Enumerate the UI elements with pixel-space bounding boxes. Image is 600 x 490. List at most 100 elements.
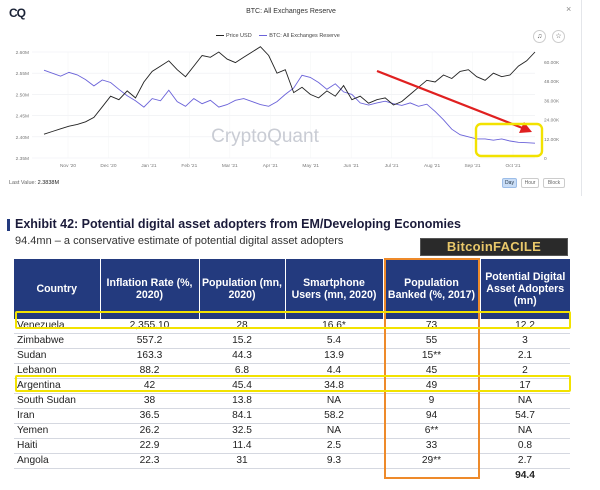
cell-country: Yemen xyxy=(14,423,100,440)
cell-country: Argentina xyxy=(14,378,100,395)
adopters-table: Country Inflation Rate (%, 2020) Populat… xyxy=(14,259,570,483)
cell-adopters: NA xyxy=(480,393,570,410)
cell-adopters: 54.7 xyxy=(480,408,570,425)
cell-empty xyxy=(285,469,383,484)
legend-item-price[interactable]: Price USD xyxy=(226,33,252,39)
cell-adopters: 2.7 xyxy=(480,453,570,470)
cell-smartphone: 5.4 xyxy=(285,333,383,350)
cell-inflation: 88.2 xyxy=(100,363,199,380)
legend-item-reserve[interactable]: BTC: All Exchanges Reserve xyxy=(269,33,340,39)
col-header-population: Population (mn, 2020) xyxy=(198,259,285,319)
series-line-reserve xyxy=(43,69,536,144)
cell-inflation: 22.3 xyxy=(100,453,199,470)
cell-empty xyxy=(14,469,100,484)
cell-country: Lebanon xyxy=(14,363,100,380)
cell-inflation: 557.2 xyxy=(100,333,199,350)
bell-icon[interactable]: ♫ xyxy=(533,30,546,43)
range-button-hour[interactable]: Hour xyxy=(521,178,539,188)
exchange-reserve-chart: CryptoQuant 2.60M 2.55M 2.50M 2.45M 2.40M 2.3… xyxy=(16,46,560,169)
last-value-label: Last Value: xyxy=(9,180,37,186)
bitcoinfacile-logo: BitcoinFACILE xyxy=(420,238,568,256)
exhibit-subtitle: 94.4mn – a conservative estimate of pote… xyxy=(15,235,344,247)
cell-population: 28 xyxy=(199,319,285,335)
left-axis-tick: 2.50M xyxy=(16,92,29,98)
cell-inflation: 42 xyxy=(100,378,199,395)
cell-population: 13.8 xyxy=(199,393,285,410)
cell-total: 94.4 xyxy=(515,470,535,482)
last-value-number: 2.3838M xyxy=(37,180,60,186)
right-axis-tick: 60.00K xyxy=(544,60,560,66)
right-axis-tick: 48.00K xyxy=(544,79,560,85)
cell-smartphone: 16.6* xyxy=(285,319,383,335)
table-row: Haiti 22.9 11.4 2.5 33 0.8 xyxy=(14,438,570,455)
cell-smartphone: 34.8 xyxy=(285,378,383,395)
cell-adopters: 12.2 xyxy=(480,319,570,335)
x-axis-tick: Nov '20 xyxy=(60,163,76,169)
table-row: Yemen 26.2 32.5 NA 6** NA xyxy=(14,423,570,440)
exhibit-panel: Exhibit 42: Potential digital asset adop… xyxy=(5,214,587,490)
cryptoquant-logo: CQ xyxy=(9,6,26,20)
table-row: Iran 36.5 84.1 58.2 94 54.7 xyxy=(14,408,570,425)
cell-smartphone: 58.2 xyxy=(285,408,383,425)
x-axis-tick: Jan '21 xyxy=(141,163,157,169)
range-button-block[interactable]: Block xyxy=(543,178,565,188)
cell-banked: 6** xyxy=(383,423,480,440)
star-icon[interactable]: ☆ xyxy=(552,30,565,43)
cell-population: 6.8 xyxy=(199,363,285,380)
table-total-row: 94.4 xyxy=(14,469,570,484)
cell-adopters: 0.8 xyxy=(480,438,570,455)
cell-population: 31 xyxy=(199,453,285,470)
legend-swatch-price xyxy=(216,35,224,37)
cell-population: 15.2 xyxy=(199,333,285,350)
x-axis-tick: Jun '21 xyxy=(344,163,360,169)
chart-panel: CQ BTC: All Exchanges Reserve × Price US… xyxy=(0,0,582,196)
right-axis-tick: 0 xyxy=(544,156,547,162)
left-axis-tick: 2.60M xyxy=(16,50,29,56)
x-axis-tick: Jul '21 xyxy=(385,163,399,169)
cell-population: 32.5 xyxy=(199,423,285,440)
cell-banked: 94 xyxy=(383,408,480,425)
cell-country: Sudan xyxy=(14,348,100,365)
cell-country: Angola xyxy=(14,453,100,470)
left-axis-tick: 2.45M xyxy=(16,114,29,120)
cell-adopters: 3 xyxy=(480,333,570,350)
cell-banked: 33 xyxy=(383,438,480,455)
cell-banked: 55 xyxy=(383,333,480,350)
cell-smartphone: 2.5 xyxy=(285,438,383,455)
cell-smartphone: 13.9 xyxy=(285,348,383,365)
cell-country: Venezuela xyxy=(14,319,100,335)
cell-population: 11.4 xyxy=(199,438,285,455)
cell-banked: 45 xyxy=(383,363,480,380)
cell-empty xyxy=(383,469,480,484)
cell-banked: 73 xyxy=(383,319,480,335)
cell-banked: 9 xyxy=(383,393,480,410)
range-button-day[interactable]: Day xyxy=(502,178,517,188)
table-row: Angola 22.3 31 9.3 29** 2.7 xyxy=(14,453,570,470)
cell-population: 44.3 xyxy=(199,348,285,365)
col-header-country: Country xyxy=(14,259,100,319)
cell-inflation: 38 xyxy=(100,393,199,410)
cell-banked: 49 xyxy=(383,378,480,395)
cell-population: 84.1 xyxy=(199,408,285,425)
chart-legend: Price USD BTC: All Exchanges Reserve xyxy=(210,33,340,39)
reserve-highlight-box xyxy=(474,122,544,158)
cell-country: Iran xyxy=(14,408,100,425)
x-axis-tick: May '21 xyxy=(302,163,319,169)
chart-title: BTC: All Exchanges Reserve xyxy=(246,8,336,15)
col-header-smartphone: Smartphone Users (mn, 2020) xyxy=(284,259,383,319)
right-axis-tick: 36.00K xyxy=(544,98,560,104)
cell-country: Zimbabwe xyxy=(14,333,100,350)
legend-swatch-reserve xyxy=(259,35,268,37)
cell-smartphone: NA xyxy=(285,393,383,410)
close-icon[interactable]: × xyxy=(566,4,572,14)
cell-adopters: 2 xyxy=(480,363,570,380)
title-accent-bar xyxy=(7,219,10,231)
cell-smartphone: NA xyxy=(285,423,383,440)
right-axis-tick: 24.00K xyxy=(544,118,560,124)
cell-inflation: 163.3 xyxy=(100,348,199,365)
cell-country: Haiti xyxy=(14,438,100,455)
series-line-price xyxy=(43,46,536,135)
x-axis-tick: Aug '21 xyxy=(424,163,440,169)
table-row: Argentina 42 45.4 34.8 49 17 xyxy=(14,378,570,395)
table-row: Zimbabwe 557.2 15.2 5.4 55 3 xyxy=(14,333,570,350)
